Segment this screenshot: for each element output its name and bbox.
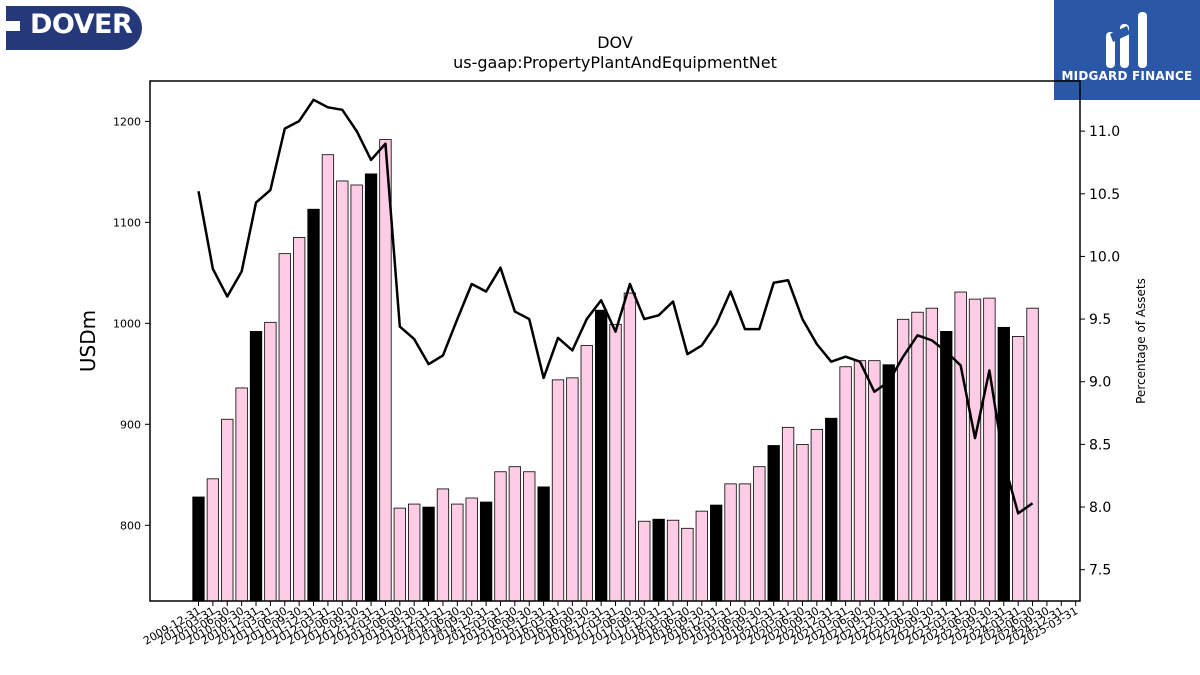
bar-2019-03-31 — [724, 483, 737, 602]
dover-logo: DOVER — [6, 6, 142, 50]
y2-tick-label: 9.0 — [1089, 375, 1111, 391]
bar-2009-12-31 — [192, 496, 205, 602]
y2-tick-label: 9.5 — [1089, 312, 1111, 328]
y2-tick-label: 7.5 — [1089, 563, 1111, 579]
bar-2013-12-31 — [422, 506, 435, 602]
bar-2016-12-31 — [594, 309, 608, 602]
midgard-mark-icon — [1106, 12, 1147, 68]
bar-2023-03-31 — [954, 291, 967, 602]
bar-2016-03-31 — [551, 379, 565, 602]
pct-assets-line — [197, 98, 1034, 515]
bar-2015-12-31 — [537, 486, 550, 602]
y2-tick-label: 8.5 — [1089, 437, 1111, 453]
bar-2011-12-31 — [307, 208, 320, 602]
line-series — [197, 98, 1034, 515]
bar-2012-03-31 — [321, 154, 335, 602]
bar-2010-06-30 — [221, 418, 234, 602]
y-axis-left: 800 900 1000 1100 1200 — [113, 115, 150, 532]
bar-2015-09-30 — [523, 471, 536, 602]
bar-2012-06-30 — [336, 180, 349, 602]
bar-2019-12-31 — [767, 445, 780, 602]
bar-2012-09-30 — [350, 184, 363, 602]
bar-2010-03-31 — [206, 478, 220, 602]
bar-2024-06-30 — [1026, 307, 1039, 602]
y2-tick-label: 8.0 — [1089, 500, 1111, 516]
bar-2020-03-31 — [781, 426, 795, 602]
bar-2023-09-30 — [983, 297, 996, 602]
x-axis: 2009-12-312010-03-312010-06-302010-09-30… — [141, 601, 1080, 648]
bar-2011-06-30 — [278, 253, 291, 602]
bar-2019-06-30 — [738, 483, 752, 602]
bar-2013-06-30 — [393, 507, 406, 602]
bar-2014-12-31 — [479, 501, 493, 602]
bar-2021-09-30 — [868, 360, 881, 602]
y2-tick-label: 10.5 — [1089, 187, 1120, 203]
midgard-finance-logo: MIDGARD FINANCE — [1054, 0, 1200, 100]
bar-2018-09-30 — [695, 510, 708, 602]
dover-logo-text: DOVER — [30, 9, 133, 40]
bar-2017-03-31 — [609, 323, 622, 602]
y-tick-label: 1000 — [113, 317, 141, 330]
bar-2015-06-30 — [508, 466, 522, 602]
bar-2012-12-31 — [364, 173, 378, 602]
bar-2017-09-30 — [638, 520, 651, 602]
y-tick-label: 800 — [120, 519, 141, 532]
bar-2014-06-30 — [451, 503, 464, 602]
bar-2016-06-30 — [566, 377, 579, 602]
bar-2017-06-30 — [623, 292, 637, 602]
bar-2016-09-30 — [580, 345, 593, 602]
bar-2014-09-30 — [465, 497, 478, 602]
y2-tick-label: 10.0 — [1089, 249, 1120, 265]
y2-tick-label: 11.0 — [1089, 124, 1120, 140]
chart-subtitle: us-gaap:PropertyPlantAndEquipmentNet — [453, 53, 777, 72]
y-axis-right: 7.5 8.0 8.5 9.0 9.5 10.0 10.5 11.0 — [1080, 124, 1120, 579]
bar-2022-09-30 — [925, 307, 939, 602]
bar-2010-12-31 — [249, 331, 263, 602]
bar-2010-09-30 — [235, 387, 248, 602]
bar-2021-12-31 — [882, 364, 895, 602]
bar-series — [192, 139, 1039, 602]
bar-2019-09-30 — [753, 466, 766, 602]
bar-2018-06-30 — [681, 527, 694, 602]
bar-2023-06-30 — [968, 298, 982, 602]
bar-2021-03-31 — [839, 366, 852, 602]
bar-2020-12-31 — [825, 417, 838, 602]
y-tick-label: 1100 — [113, 216, 141, 229]
bar-2011-09-30 — [293, 237, 306, 602]
bar-2011-03-31 — [264, 321, 277, 602]
y2-axis-label: Percentage of Assets — [1134, 278, 1148, 404]
bar-2013-09-30 — [408, 503, 421, 602]
chart-title: DOV — [597, 33, 633, 52]
bar-2020-06-30 — [796, 444, 809, 602]
midgard-logo-text: MIDGARD FINANCE — [1061, 69, 1193, 83]
bar-2022-06-30 — [911, 311, 924, 602]
bar-2015-03-31 — [494, 471, 507, 602]
y-axis-label: USDm — [76, 310, 100, 372]
plot-frame — [149, 80, 1081, 602]
y-tick-label: 900 — [120, 418, 141, 431]
bar-2021-06-30 — [853, 360, 867, 602]
bar-2020-09-30 — [810, 428, 823, 602]
bar-2014-03-31 — [436, 488, 450, 602]
bar-2018-12-31 — [710, 504, 723, 602]
dover-logo-shape — [6, 6, 142, 50]
bar-2024-03-31 — [1012, 336, 1025, 602]
bar-2022-12-31 — [940, 331, 953, 602]
bar-2018-03-31 — [666, 519, 680, 602]
y-tick-label: 1200 — [113, 115, 141, 128]
bar-2017-12-31 — [652, 518, 665, 602]
